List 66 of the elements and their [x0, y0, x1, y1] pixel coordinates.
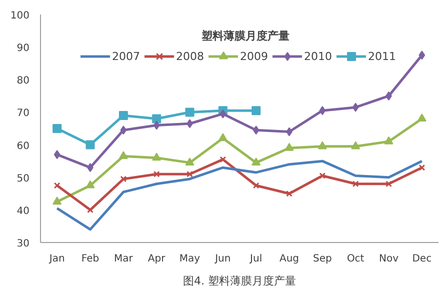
point	[52, 124, 62, 133]
point	[118, 151, 128, 159]
point	[352, 102, 359, 112]
legend-label: 2011	[368, 50, 396, 62]
y-tick-label: 50	[16, 173, 30, 184]
y-tick-label: 40	[16, 206, 30, 217]
text: 塑料薄膜月度产量	[200, 30, 290, 42]
legend-label: 2008	[176, 50, 204, 62]
y-tick-label: 100	[10, 10, 30, 22]
point	[87, 206, 94, 214]
point	[54, 182, 60, 189]
x-tick-label: Jul	[249, 254, 262, 264]
x-tick-label: Dec	[412, 254, 432, 264]
point	[352, 180, 359, 188]
x-tick-label: Sep	[312, 254, 332, 264]
point	[120, 176, 127, 182]
point	[252, 126, 260, 135]
y-tick-label: 70	[16, 108, 30, 120]
y-tick-label: 60	[16, 140, 30, 152]
point	[319, 172, 326, 179]
point	[86, 180, 95, 188]
point	[52, 196, 62, 205]
legend-label: 2010	[304, 50, 332, 62]
line-series	[56, 160, 424, 231]
point	[185, 158, 194, 166]
point	[386, 180, 392, 188]
point	[252, 182, 260, 189]
point	[418, 50, 426, 60]
y-tick-label: 80	[16, 76, 30, 87]
point	[86, 140, 95, 150]
point	[417, 114, 426, 122]
point	[318, 141, 327, 150]
point	[153, 170, 160, 178]
point	[185, 108, 194, 117]
legend-label: 2007	[112, 50, 140, 62]
point	[118, 110, 128, 120]
y-tick-label: 90	[16, 43, 30, 54]
x-tick-label: Jun	[214, 254, 231, 264]
point	[54, 150, 60, 160]
x-tick-label: Jan	[48, 254, 65, 264]
x-tick-label: Mar	[114, 254, 134, 264]
point	[252, 158, 261, 166]
x-tick-label: Apr	[148, 254, 166, 264]
x-tick-label: Nov	[378, 254, 399, 264]
x-tick-label: May	[179, 254, 200, 264]
point	[153, 120, 160, 130]
point	[120, 126, 127, 135]
point	[384, 136, 394, 144]
point	[220, 109, 226, 118]
x-tick-label: Feb	[81, 254, 100, 264]
x-tick-label: Aug	[279, 254, 300, 264]
point	[351, 141, 360, 150]
point	[152, 114, 162, 124]
point	[218, 133, 228, 142]
point	[186, 170, 193, 178]
point	[220, 156, 226, 163]
legend-label: 2009	[240, 50, 268, 62]
x-tick-label: Oct	[346, 254, 364, 264]
y-tick-label: 30	[16, 238, 30, 250]
point	[252, 106, 261, 116]
point	[152, 152, 162, 161]
caption: 图4. 塑料薄膜月度产量	[183, 274, 296, 288]
point	[284, 142, 294, 151]
point	[418, 164, 426, 171]
point	[286, 190, 292, 197]
point	[319, 106, 326, 116]
